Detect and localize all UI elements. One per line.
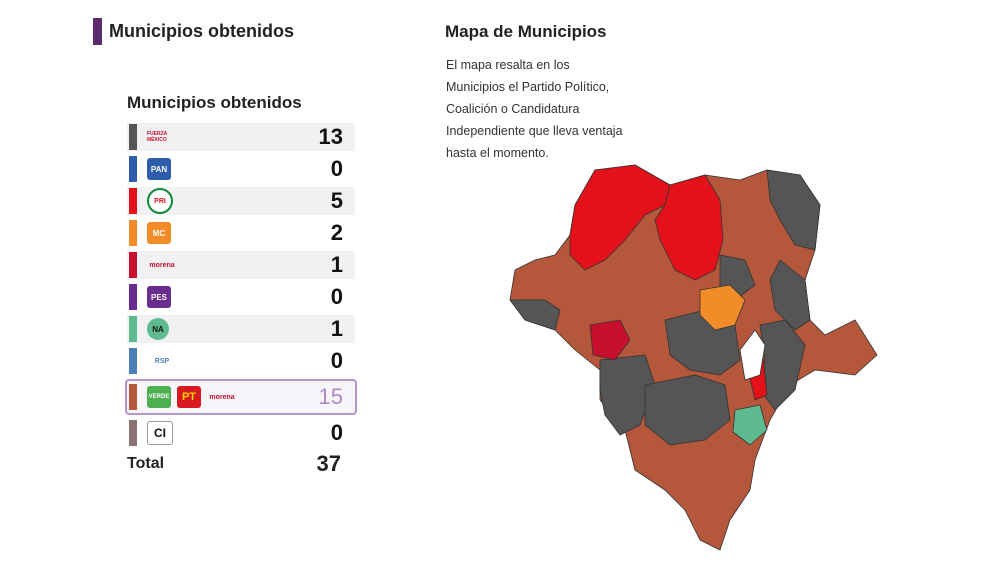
pt-logo-icon: PT	[177, 386, 201, 408]
party-row-mc[interactable]: MC 2	[127, 219, 355, 247]
section-header: Municipios obtenidos	[93, 18, 294, 45]
map-description-line: El mapa resalta en los	[446, 58, 570, 72]
total-count: 37	[316, 451, 341, 476]
municipalities-map	[509, 164, 878, 551]
party-count: 1	[330, 316, 343, 341]
section-title: Municipios obtenidos	[109, 21, 294, 41]
party-color-swatch	[129, 316, 137, 342]
party-count: 2	[330, 220, 343, 245]
party-color-swatch	[129, 188, 137, 214]
party-color-swatch	[129, 252, 137, 278]
party-color-swatch	[129, 124, 137, 150]
map-description-line: Coalición o Candidatura	[446, 102, 580, 116]
municipio-region[interactable]	[654, 174, 724, 281]
party-row-fuerza[interactable]: FUERZA MÉXICO 13	[127, 123, 355, 151]
party-color-swatch	[129, 348, 137, 374]
party-row-ci[interactable]: CI 0	[127, 419, 355, 447]
municipio-region[interactable]	[509, 299, 561, 331]
party-row-na[interactable]: NA 1	[127, 315, 355, 343]
municipio-region[interactable]	[644, 374, 731, 446]
map-title: Mapa de Municipios	[445, 22, 607, 41]
party-color-swatch	[129, 220, 137, 246]
party-count: 0	[330, 348, 343, 373]
party-row-coalicion[interactable]: VERDE PT morena 15	[125, 379, 357, 415]
morena-logo-icon: morena	[149, 261, 175, 269]
map-description-line: Independiente que lleva ventaja	[446, 124, 623, 138]
party-color-swatch	[129, 156, 137, 182]
party-color-swatch	[129, 384, 137, 410]
municipio-region[interactable]	[599, 354, 656, 436]
party-count: 0	[330, 284, 343, 309]
section-accent-bar	[93, 18, 102, 45]
total-label: Total	[127, 455, 165, 472]
party-row-morena[interactable]: morena 1	[127, 251, 355, 279]
morena-logo-icon: morena	[209, 393, 235, 401]
municipio-region[interactable]	[766, 169, 821, 251]
verde-logo-icon: VERDE	[147, 386, 171, 408]
party-count: 0	[330, 420, 343, 445]
party-count: 15	[318, 384, 343, 409]
party-row-pri[interactable]: PRI 5	[127, 187, 355, 215]
municipio-region[interactable]	[732, 404, 768, 446]
map-description-line: Municipios el Partido Político,	[446, 80, 610, 94]
party-color-swatch	[129, 420, 137, 446]
pri-logo-icon: PRI	[147, 188, 173, 214]
pan-logo-icon: PAN	[147, 158, 171, 180]
party-count: 5	[330, 188, 343, 213]
municipio-region[interactable]	[699, 284, 746, 331]
municipio-region[interactable]	[589, 319, 631, 361]
party-color-swatch	[129, 284, 137, 310]
results-table: Municipios obtenidos FUERZA MÉXICO 13 PA…	[125, 93, 357, 477]
party-count: 0	[330, 156, 343, 181]
municipio-region[interactable]	[569, 164, 671, 271]
map-description: El mapa resalta en los Municipios el Par…	[446, 54, 676, 164]
party-count: 13	[318, 124, 343, 149]
pes-logo-icon: PES	[147, 286, 171, 308]
party-row-pes[interactable]: PES 0	[127, 283, 355, 311]
table-title: Municipios obtenidos	[127, 93, 302, 112]
municipio-region[interactable]	[769, 259, 811, 331]
nueva-alianza-logo-icon: NA	[147, 318, 169, 340]
total-row: Total 37	[127, 451, 355, 477]
mc-logo-icon: MC	[147, 222, 171, 244]
party-row-pan[interactable]: PAN 0	[127, 155, 355, 183]
ci-logo-icon: CI	[147, 421, 173, 445]
fuerza-mexico-logo-icon: FUERZA MÉXICO	[147, 131, 168, 143]
map-hole	[739, 329, 766, 381]
map-description-line: hasta el momento.	[446, 146, 549, 160]
party-row-rsp[interactable]: RSP 0	[127, 347, 355, 375]
party-count: 1	[330, 252, 343, 277]
rsp-logo-icon: RSP	[154, 357, 170, 365]
